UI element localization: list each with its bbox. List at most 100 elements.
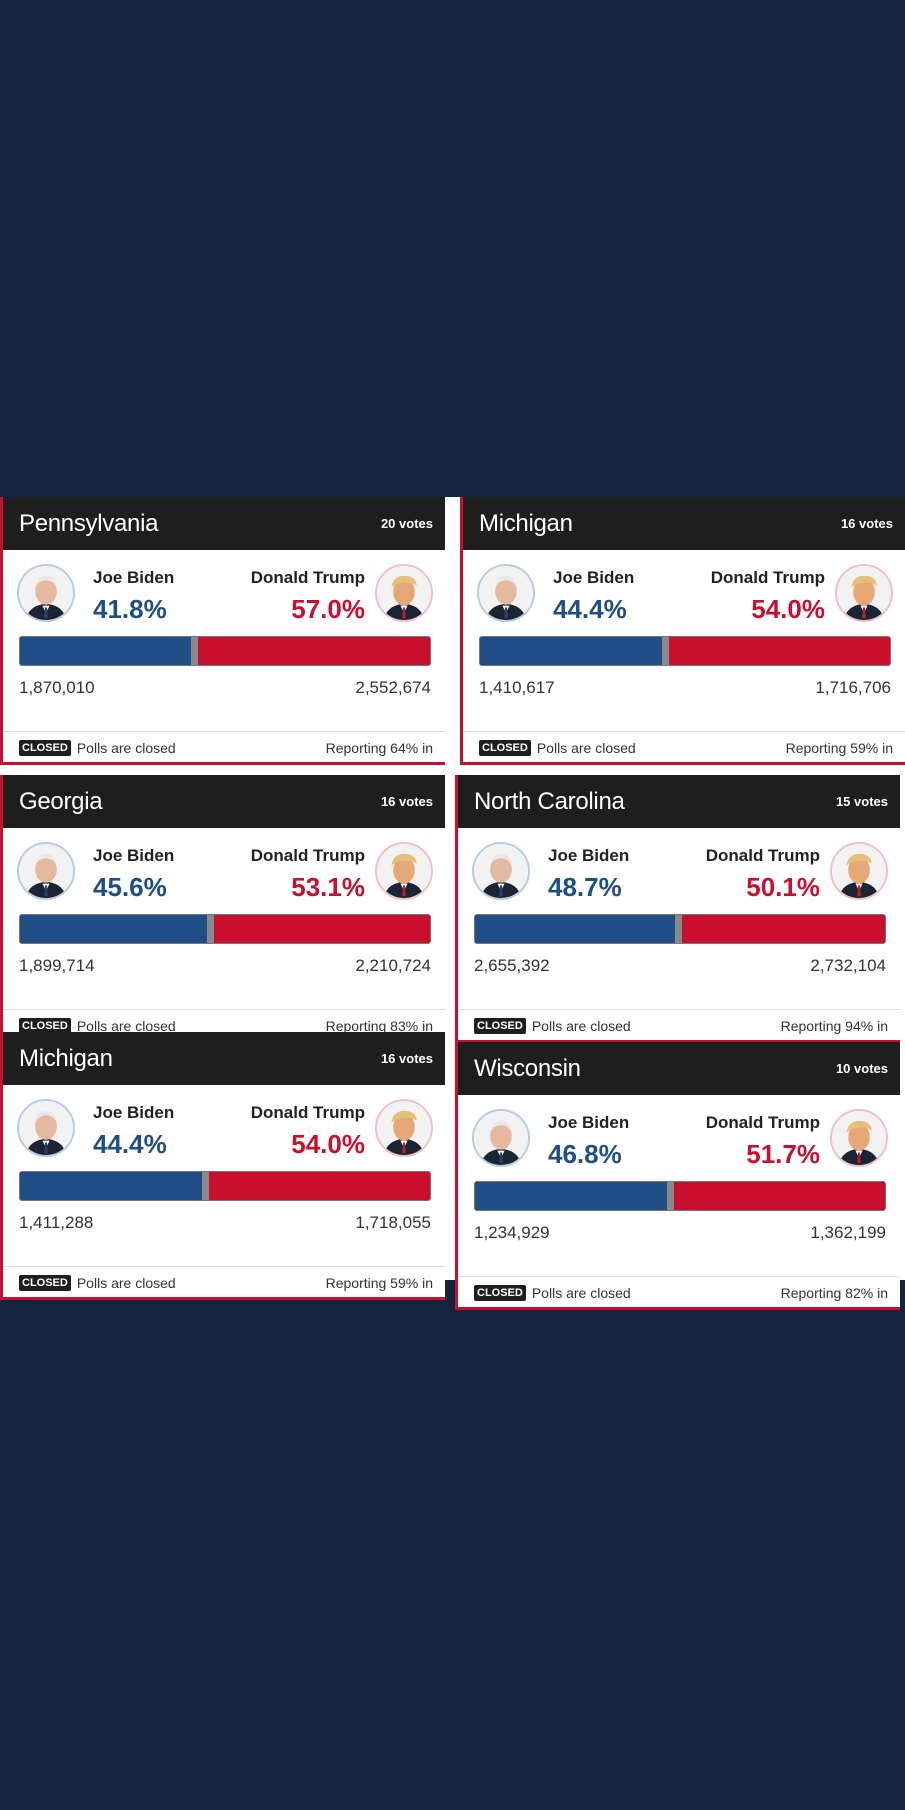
democrat-bar-fill	[475, 1182, 667, 1210]
democrat-percent: 46.8%	[548, 1139, 622, 1169]
state-result-card: Michigan 16 votes Joe Biden 44.4% Donald…	[0, 1032, 445, 1300]
state-name: Georgia	[19, 787, 103, 815]
card-header: Michigan 16 votes	[3, 1032, 445, 1085]
vote-share-bar	[19, 1171, 431, 1201]
state-name: Michigan	[479, 509, 573, 537]
republican-bar-fill	[209, 1172, 430, 1200]
card-header: Pennsylvania 20 votes	[3, 497, 445, 550]
republican-candidate-name: Donald Trump	[250, 1103, 365, 1122]
candidates-row: Joe Biden 46.8% Donald Trump 51.7%	[458, 1095, 900, 1177]
democrat-vote-count: 1,899,714	[19, 956, 95, 975]
republican-bar-fill	[198, 637, 430, 665]
vote-share-bar	[474, 1181, 886, 1211]
bar-midpoint-marker	[662, 637, 670, 665]
electoral-votes: 16 votes	[380, 794, 433, 809]
closed-badge: CLOSED	[19, 1275, 71, 1291]
card-footer: CLOSED Polls are closed Reporting 94% in	[458, 1009, 900, 1034]
democrat-vote-count: 1,411,288	[19, 1213, 94, 1232]
vote-share-bar	[19, 636, 431, 666]
biden-avatar-icon	[472, 1109, 530, 1167]
republican-percent: 54.0%	[291, 1129, 365, 1159]
vote-counts: 1,411,288 1,718,055	[3, 1201, 445, 1233]
vote-share-bar	[474, 914, 886, 944]
bar-midpoint-marker	[666, 1182, 674, 1210]
democrat-bar-fill	[20, 637, 192, 665]
reporting-status: Reporting 64% in	[325, 740, 433, 756]
bar-midpoint-marker	[202, 1172, 210, 1200]
polls-status: Polls are closed	[531, 1285, 631, 1301]
democrat-candidate-name: Joe Biden	[93, 568, 175, 587]
card-footer: CLOSED Polls are closed Reporting 59% in	[463, 731, 905, 756]
trump-avatar-icon	[375, 842, 433, 900]
polls-status: Polls are closed	[531, 1018, 631, 1034]
reporting-status: Reporting 82% in	[780, 1285, 888, 1301]
closed-badge: CLOSED	[474, 1018, 526, 1034]
biden-avatar-icon	[17, 564, 75, 622]
card-header: Georgia 16 votes	[3, 775, 445, 828]
bar-midpoint-marker	[206, 915, 214, 943]
republican-candidate-name: Donald Trump	[705, 1113, 820, 1132]
democrat-candidate-name: Joe Biden	[548, 1113, 630, 1132]
state-result-card: Georgia 16 votes Joe Biden 45.6% Donald …	[0, 775, 445, 1043]
candidates-row: Joe Biden 45.6% Donald Trump 53.1%	[3, 828, 445, 910]
trump-avatar-icon	[830, 1109, 888, 1167]
polls-status: Polls are closed	[76, 1018, 176, 1034]
state-result-card: Michigan 16 votes Joe Biden 44.4% Donald…	[460, 497, 905, 765]
trump-avatar-icon	[835, 564, 893, 622]
card-footer: CLOSED Polls are closed Reporting 64% in	[3, 731, 445, 756]
state-result-card: Pennsylvania 20 votes Joe Biden 41.8% Do…	[0, 497, 445, 765]
democrat-percent: 44.4%	[93, 1129, 167, 1159]
reporting-status: Reporting 59% in	[325, 1275, 433, 1291]
republican-percent: 53.1%	[291, 872, 365, 902]
state-result-card: North Carolina 15 votes Joe Biden 48.7% …	[455, 775, 900, 1043]
electoral-votes: 10 votes	[835, 1061, 888, 1076]
democrat-bar-fill	[475, 915, 675, 943]
biden-avatar-icon	[17, 842, 75, 900]
vote-counts: 1,410,617 1,716,706	[463, 666, 905, 698]
trump-avatar-icon	[830, 842, 888, 900]
card-header: Michigan 16 votes	[463, 497, 905, 550]
trump-avatar-icon	[375, 564, 433, 622]
democrat-candidate-name: Joe Biden	[553, 568, 635, 587]
state-name: Wisconsin	[474, 1054, 581, 1082]
vote-share-bar	[19, 914, 431, 944]
democrat-bar-fill	[20, 1172, 203, 1200]
republican-percent: 50.1%	[746, 872, 820, 902]
candidates-row: Joe Biden 44.4% Donald Trump 54.0%	[463, 550, 905, 632]
democrat-vote-count: 1,870,010	[19, 678, 95, 697]
republican-bar-fill	[673, 1182, 885, 1210]
closed-badge: CLOSED	[479, 740, 531, 756]
card-footer: CLOSED Polls are closed Reporting 59% in	[3, 1266, 445, 1291]
card-footer: CLOSED Polls are closed Reporting 82% in	[458, 1276, 900, 1301]
republican-vote-count: 1,362,199	[810, 1223, 886, 1242]
democrat-bar-fill	[480, 637, 663, 665]
vote-counts: 1,899,714 2,210,724	[3, 944, 445, 976]
electoral-votes: 16 votes	[380, 1051, 433, 1066]
republican-candidate-name: Donald Trump	[250, 568, 365, 587]
biden-avatar-icon	[477, 564, 535, 622]
closed-badge: CLOSED	[474, 1285, 526, 1301]
republican-percent: 57.0%	[291, 594, 365, 624]
state-name: North Carolina	[474, 787, 625, 815]
results-collage: Pennsylvania 20 votes Joe Biden 41.8% Do…	[0, 497, 905, 1310]
democrat-vote-count: 1,410,617	[479, 678, 555, 697]
democrat-percent: 41.8%	[93, 594, 167, 624]
republican-vote-count: 2,732,104	[810, 956, 886, 975]
biden-avatar-icon	[472, 842, 530, 900]
republican-bar-fill	[681, 915, 885, 943]
polls-status: Polls are closed	[76, 740, 176, 756]
reporting-status: Reporting 59% in	[785, 740, 893, 756]
republican-bar-fill	[213, 915, 430, 943]
closed-badge: CLOSED	[19, 1018, 71, 1034]
card-footer: CLOSED Polls are closed Reporting 83% in	[3, 1009, 445, 1034]
democrat-percent: 44.4%	[553, 594, 627, 624]
republican-candidate-name: Donald Trump	[705, 846, 820, 865]
republican-percent: 51.7%	[746, 1139, 820, 1169]
bar-midpoint-marker	[191, 637, 199, 665]
card-header: North Carolina 15 votes	[458, 775, 900, 828]
democrat-percent: 48.7%	[548, 872, 622, 902]
democrat-bar-fill	[20, 915, 207, 943]
state-name: Michigan	[19, 1044, 113, 1072]
democrat-candidate-name: Joe Biden	[93, 846, 175, 865]
reporting-status: Reporting 94% in	[780, 1018, 888, 1034]
